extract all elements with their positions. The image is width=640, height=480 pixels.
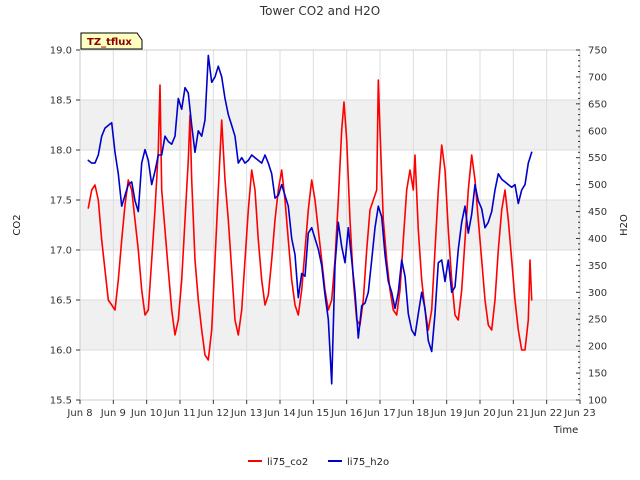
y2-tick-label: 650 xyxy=(588,99,607,110)
y2-tick-label: 150 xyxy=(588,369,607,380)
legend-label-co2: li75_co2 xyxy=(267,457,308,468)
x-tick-label: Jun 12 xyxy=(197,408,230,419)
x-tick-label: Jun 9 xyxy=(100,408,126,419)
y2-tick-label: 750 xyxy=(588,46,607,57)
x-tick-label: Jun 14 xyxy=(263,408,296,419)
legend: li75_co2 li75_h2o xyxy=(248,457,389,468)
y-tick-label: 17.5 xyxy=(50,196,72,207)
y-tick-label: 16.5 xyxy=(50,296,72,307)
x-tick-label: Jun 23 xyxy=(563,408,596,419)
x-tick-label: Jun 18 xyxy=(397,408,430,419)
y-tick-label: 18.5 xyxy=(50,96,72,107)
grid-band xyxy=(80,100,580,150)
site-badge-label: TZ_tflux xyxy=(87,37,132,48)
chart-title: Tower CO2 and H2O xyxy=(259,4,380,18)
x-tick-label: Jun 17 xyxy=(363,408,396,419)
y-tick-label: 19.0 xyxy=(50,46,72,57)
y2-tick-label: 500 xyxy=(588,180,607,191)
x-tick-label: Jun 8 xyxy=(66,408,92,419)
x-tick-label: Jun 22 xyxy=(530,408,563,419)
y2-axis-title: H2O xyxy=(619,214,630,236)
y2-tick-label: 200 xyxy=(588,342,607,353)
grid-band xyxy=(80,50,580,100)
y-tick-label: 18.0 xyxy=(50,146,72,157)
y2-tick-label: 100 xyxy=(588,396,607,407)
x-tick-label: Jun 13 xyxy=(230,408,263,419)
y2-tick-label: 450 xyxy=(588,207,607,218)
x-tick-label: Jun 21 xyxy=(497,408,530,419)
y-axis-title: CO2 xyxy=(12,214,23,235)
x-tick-label: Jun 16 xyxy=(330,408,363,419)
x-tick-label: Jun 20 xyxy=(463,408,496,419)
y-tick-label: 17.0 xyxy=(50,246,72,257)
y2-tick-label: 400 xyxy=(588,234,607,245)
y2-tick-label: 550 xyxy=(588,153,607,164)
grid-bands xyxy=(80,50,580,400)
grid-band xyxy=(80,150,580,200)
x-axis: Jun 8 Jun 9 Jun 10 Jun 11 Jun 12 Jun 13 Jun 14… xyxy=(66,400,596,419)
grid-band xyxy=(80,250,580,300)
series-layer xyxy=(87,54,533,385)
x-tick-label: Jun 11 xyxy=(163,408,196,419)
y-tick-label: 15.5 xyxy=(50,396,72,407)
x-tick-label: Jun 15 xyxy=(297,408,330,419)
site-badge: TZ_tflux xyxy=(80,32,143,50)
x-tick-label: Jun 10 xyxy=(130,408,163,419)
y-axis-right: 100 150 200 250 300 350 400 450 500 550 600 650 700 7… xyxy=(576,46,607,407)
y2-tick-label: 700 xyxy=(588,72,607,83)
y2-tick-label: 300 xyxy=(588,288,607,299)
y2-tick-label: 250 xyxy=(588,315,607,326)
x-tick-label: Jun 19 xyxy=(430,408,463,419)
legend-label-h2o: li75_h2o xyxy=(347,457,389,468)
y-tick-label: 16.0 xyxy=(50,346,72,357)
y2-tick-label: 600 xyxy=(588,126,607,137)
y-axis-left: 15.5 16.0 16.5 17.0 17.5 18.0 18.5 19.0 xyxy=(50,46,80,407)
y2-tick-label: 350 xyxy=(588,261,607,272)
series-line-li75_co2 xyxy=(87,79,533,361)
plot-frame xyxy=(79,49,581,401)
site-badge-box xyxy=(80,32,143,50)
series-line-li75_h2o xyxy=(87,54,533,385)
x-axis-title: Time xyxy=(553,425,578,436)
